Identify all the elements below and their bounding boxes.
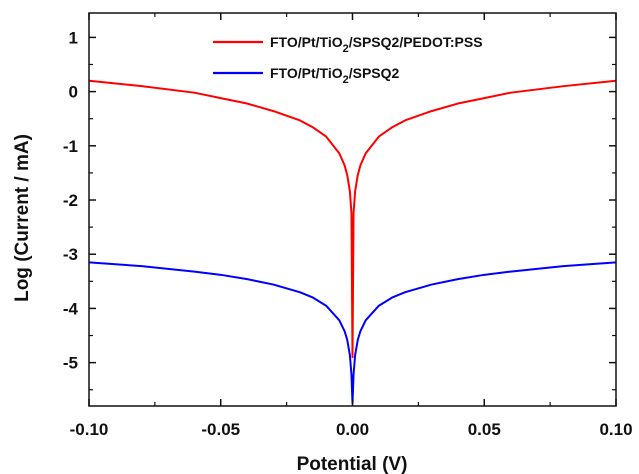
y-tick-label: 1 [69, 28, 78, 47]
y-axis-title: Log (Current / mA) [12, 134, 33, 302]
legend-label-part: FTO/Pt/TiO [270, 65, 343, 81]
plot-area [89, 81, 616, 404]
legend-label-part: FTO/Pt/TiO [270, 34, 343, 50]
legend: FTO/Pt/TiO2/SPSQ2/PEDOT:PSS FTO/Pt/TiO2/S… [213, 34, 483, 86]
x-tick-label: 0.00 [336, 420, 369, 439]
legend-label-part: /SPSQ2/PEDOT:PSS [349, 34, 483, 50]
y-tick-label: -3 [63, 245, 78, 264]
series-line-1 [89, 81, 616, 357]
x-axis-title: Potential (V) [297, 454, 408, 474]
y-tick-label: -2 [63, 191, 78, 210]
x-tick-label: -0.10 [70, 420, 109, 439]
legend-label-part: /SPSQ2 [349, 65, 400, 81]
legend-label-1: FTO/Pt/TiO2/SPSQ2/PEDOT:PSS [270, 34, 483, 55]
y-tick-label: 0 [69, 83, 78, 102]
y-tick-label: -5 [63, 354, 78, 373]
legend-label-2: FTO/Pt/TiO2/SPSQ2 [270, 65, 400, 86]
x-tick-label: 0.05 [468, 420, 501, 439]
y-tick-label: -1 [63, 137, 78, 156]
x-tick-label: -0.05 [201, 420, 240, 439]
x-tick-label: 0.10 [599, 420, 632, 439]
y-tick-label: -4 [63, 299, 79, 318]
